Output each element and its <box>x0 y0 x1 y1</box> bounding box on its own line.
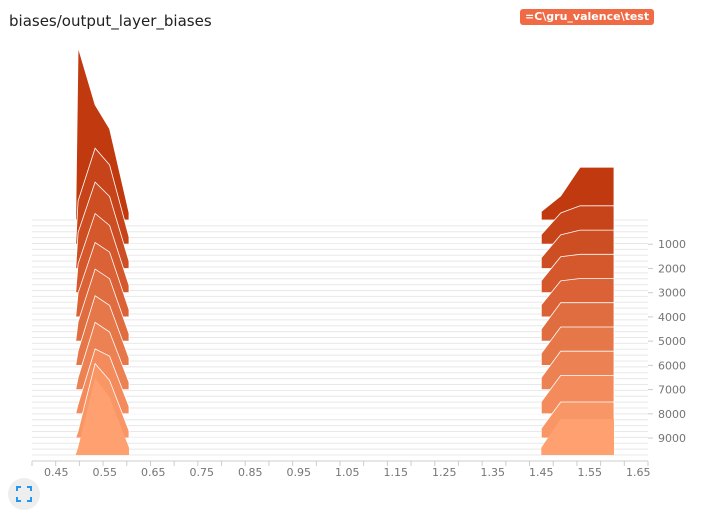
x-tick-label: 1.35 <box>481 466 506 479</box>
step-tick-label: 7000 <box>658 384 686 397</box>
x-tick-label: 1.65 <box>626 466 651 479</box>
x-tick-label: 1.05 <box>335 466 360 479</box>
x-axis: 0.45 0.55 0.65 0.75 0.85 0.95 1.05 1.15 1.25 1.35… <box>31 460 651 479</box>
step-tick-label: 9000 <box>658 432 686 445</box>
x-tick-label: 0.45 <box>44 466 69 479</box>
histogram-series-step-9000 <box>75 362 615 439</box>
x-tick-label: 1.55 <box>578 466 603 479</box>
step-tick-label: 1000 <box>658 238 686 251</box>
histogram-series-step-1000 <box>75 147 615 245</box>
histogram-series-step-4000 <box>75 241 615 318</box>
step-tick-label: 8000 <box>658 408 686 421</box>
x-tick-label: 1.25 <box>432 466 457 479</box>
x-tick-label: 0.65 <box>141 466 166 479</box>
x-tick-label: 0.75 <box>190 466 215 479</box>
x-tick-label: 1.45 <box>529 466 554 479</box>
histogram-series-step-5000 <box>75 268 615 342</box>
x-tick-label: 0.85 <box>238 466 263 479</box>
fit-to-screen-icon <box>16 486 32 502</box>
step-axis: 1000 2000 3000 4000 5000 6000 7000 8000 9000 <box>648 238 686 445</box>
x-tick-label: 0.55 <box>93 466 118 479</box>
fit-to-screen-button[interactable] <box>8 478 40 510</box>
chart-title: biases/output_layer_biases <box>9 12 212 30</box>
histogram-series <box>75 47 615 455</box>
step-tick-label: 3000 <box>658 287 686 300</box>
x-tick-label: 0.95 <box>287 466 312 479</box>
histogram-series-step-8000 <box>75 348 615 415</box>
step-tick-label: 5000 <box>658 335 686 348</box>
histogram-series-step-9700 <box>75 378 614 455</box>
x-tick-label: 1.15 <box>384 466 409 479</box>
step-tick-label: 4000 <box>658 311 686 324</box>
run-label-badge[interactable]: =C\gru_valence\test <box>520 9 655 25</box>
step-tick-label: 6000 <box>658 359 686 372</box>
histogram-series-step-7000 <box>75 321 615 391</box>
histogram-series-step-0 <box>75 47 615 221</box>
step-tick-label: 2000 <box>658 262 686 275</box>
